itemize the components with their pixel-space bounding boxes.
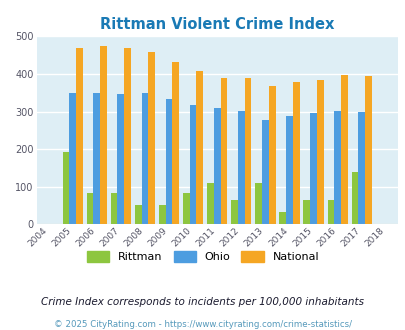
Bar (268, 86, 275, 224)
Bar (358, 112, 364, 224)
Bar (351, 172, 358, 224)
Text: © 2025 CityRating.com - https://www.cityrating.com/crime-statistics/: © 2025 CityRating.com - https://www.city… (54, 319, 351, 329)
Bar (124, 48, 131, 224)
Bar (286, 116, 292, 224)
Bar (279, 212, 286, 224)
Bar (86, 193, 93, 224)
Bar (220, 78, 227, 224)
Bar (196, 71, 203, 224)
Bar (111, 193, 117, 224)
Bar (93, 93, 100, 224)
Bar (237, 111, 244, 224)
Bar (213, 108, 220, 224)
Bar (165, 99, 172, 224)
Bar (244, 79, 251, 224)
Bar (364, 76, 371, 224)
Bar (76, 48, 83, 224)
Bar (100, 46, 107, 224)
Bar (292, 82, 299, 224)
Bar (303, 200, 309, 224)
Bar (172, 62, 179, 224)
Bar (62, 152, 69, 224)
Bar (134, 205, 141, 224)
Bar (340, 75, 347, 224)
Bar (230, 200, 237, 224)
Bar (316, 80, 323, 224)
Bar (309, 114, 316, 224)
Bar (327, 200, 333, 224)
Bar (207, 183, 213, 224)
Bar (189, 105, 196, 224)
Bar (333, 111, 340, 224)
Bar (117, 94, 124, 224)
Text: Crime Index corresponds to incidents per 100,000 inhabitants: Crime Index corresponds to incidents per… (41, 297, 364, 307)
Bar (148, 52, 155, 224)
Bar (183, 193, 189, 224)
Title: Rittman Violent Crime Index: Rittman Violent Crime Index (100, 17, 334, 32)
Bar (158, 205, 165, 224)
Legend: Rittman, Ohio, National: Rittman, Ohio, National (82, 247, 323, 267)
Bar (69, 93, 76, 224)
Bar (261, 120, 268, 224)
Bar (141, 93, 148, 224)
Bar (255, 183, 261, 224)
